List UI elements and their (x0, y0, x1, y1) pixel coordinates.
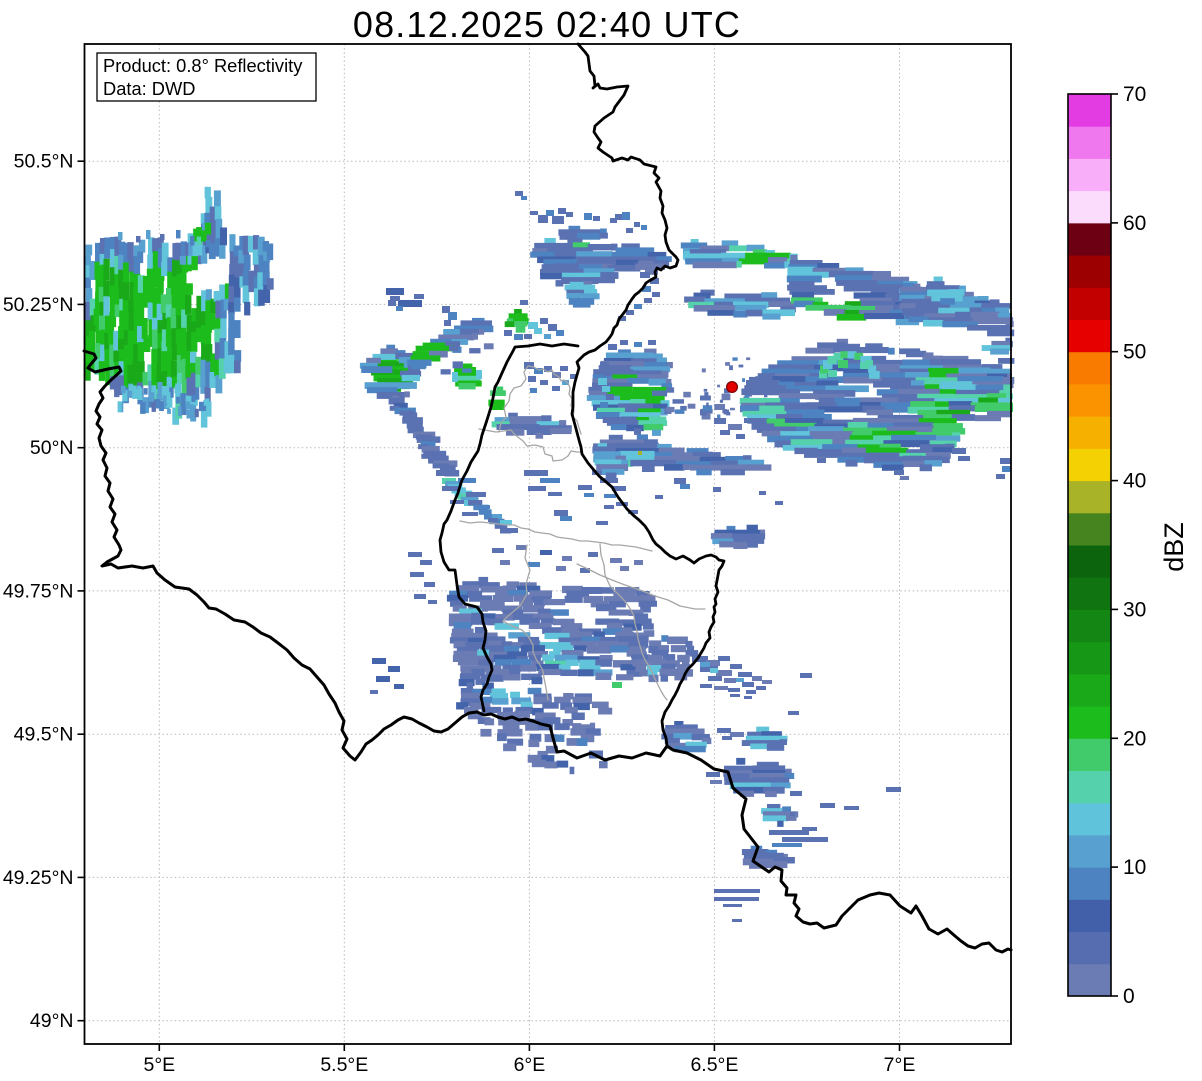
svg-text:49.25°N: 49.25°N (3, 867, 74, 889)
svg-text:40: 40 (1123, 470, 1146, 493)
svg-text:70: 70 (1123, 83, 1146, 106)
svg-text:49.75°N: 49.75°N (3, 580, 74, 602)
svg-text:Data: DWD: Data: DWD (103, 78, 195, 99)
svg-text:30: 30 (1123, 598, 1146, 621)
svg-text:0: 0 (1123, 985, 1135, 1008)
svg-text:5°E: 5°E (143, 1054, 175, 1076)
svg-text:dBZ: dBZ (1159, 522, 1189, 572)
svg-text:49.5°N: 49.5°N (14, 724, 74, 746)
svg-text:6.5°E: 6.5°E (690, 1054, 738, 1076)
svg-text:60: 60 (1123, 212, 1146, 235)
svg-text:Product: 0.8° Reflectivity: Product: 0.8° Reflectivity (103, 55, 303, 76)
svg-text:49°N: 49°N (30, 1010, 74, 1032)
svg-text:5.5°E: 5.5°E (320, 1054, 368, 1076)
svg-text:6°E: 6°E (514, 1054, 546, 1076)
svg-text:50.25°N: 50.25°N (3, 294, 74, 316)
svg-text:50: 50 (1123, 341, 1146, 364)
svg-text:50.5°N: 50.5°N (14, 151, 74, 173)
svg-text:20: 20 (1123, 727, 1146, 750)
svg-text:50°N: 50°N (30, 437, 74, 459)
svg-text:7°E: 7°E (884, 1054, 916, 1076)
svg-text:10: 10 (1123, 856, 1146, 879)
svg-text:08.12.2025 02:40 UTC: 08.12.2025 02:40 UTC (353, 4, 741, 45)
